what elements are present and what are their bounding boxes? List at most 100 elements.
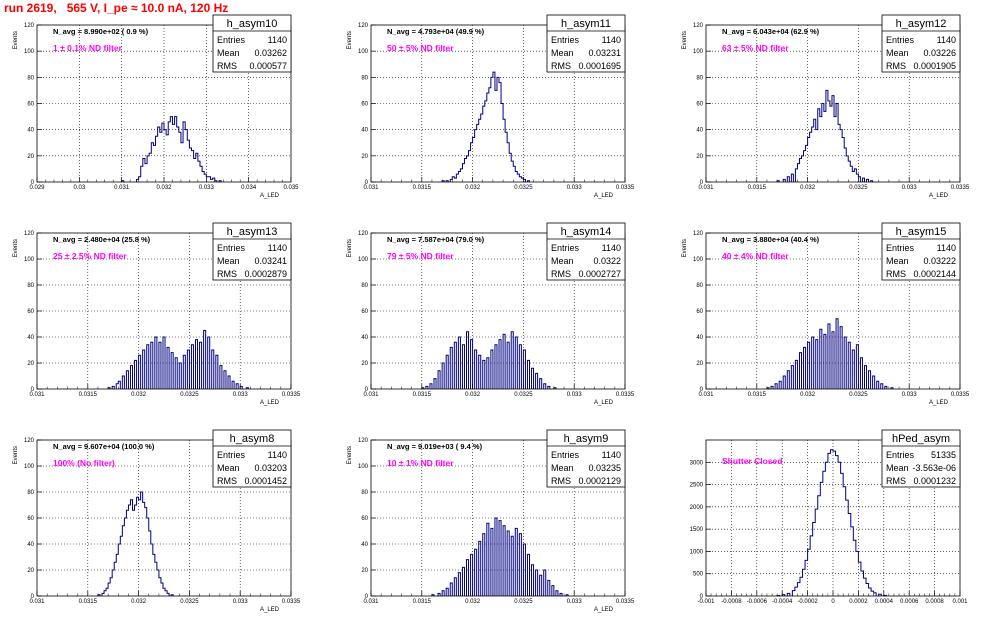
stats-box — [881, 14, 961, 73]
histogram-bin — [483, 106, 485, 182]
x-tick-label: 0.031 — [29, 392, 45, 398]
histogram-bin — [189, 148, 191, 182]
x-tick-label: 0.031 — [363, 599, 379, 605]
x-axis-title: A_LED — [594, 193, 614, 199]
y-tick-label: 40 — [27, 335, 34, 341]
y-axis-title: Events — [13, 446, 19, 464]
x-tick-label: 0.0335 — [616, 392, 635, 398]
histogram-bin — [477, 124, 479, 182]
histogram-name: h_asym12 — [896, 18, 947, 30]
x-tick-label: 0.0325 — [180, 392, 199, 398]
x-tick-label: 0.0315 — [79, 599, 98, 605]
y-tick-label: 60 — [27, 102, 34, 108]
y-tick-label: 40 — [361, 542, 368, 548]
histogram-bin — [172, 124, 174, 182]
navg-label: N_avg = 2.480e+04 (25.8 %) — [53, 235, 151, 244]
stats-label: Mean — [217, 463, 240, 473]
y-tick-label: 20 — [361, 154, 368, 160]
histogram-bin — [481, 114, 483, 182]
histogram-bin — [135, 505, 137, 596]
histogram-bin — [820, 482, 823, 596]
histogram-bin — [133, 510, 135, 596]
y-tick-label: 100 — [24, 49, 35, 55]
panel-h_asym8: 0.031 0.0315 0.032 0.0325 0.033 0.0335 0 20 40 60… — [13, 429, 301, 613]
x-tick-label: 0.031 — [29, 599, 45, 605]
y-axis-title: Events — [13, 239, 19, 257]
x-axis-title: A_LED — [929, 193, 949, 199]
histogram-bin — [194, 158, 196, 182]
stats-label: RMS — [217, 476, 237, 486]
x-axis-title: A_LED — [260, 607, 280, 613]
y-tick-label: 60 — [361, 309, 368, 315]
x-tick-label: 0.031 — [114, 185, 130, 191]
y-tick-label: 20 — [361, 568, 368, 574]
histogram-bin — [828, 101, 830, 182]
x-tick-label: -0.0006 — [747, 599, 768, 605]
histogram-bin — [836, 456, 839, 596]
x-tick-label: 0.0006 — [900, 599, 919, 605]
y-tick-label: 60 — [361, 102, 368, 108]
stats-value: 0.0322 — [593, 256, 621, 266]
stats-value: 0.0002727 — [578, 269, 621, 279]
histogram-bin — [139, 500, 141, 596]
stats-label: Entries — [886, 450, 915, 460]
y-tick-label: 120 — [24, 231, 35, 237]
y-tick-label: 40 — [696, 128, 703, 134]
y-axis-title: Events — [682, 31, 688, 49]
y-tick-label: 20 — [27, 361, 34, 367]
stats-label: Entries — [551, 450, 580, 460]
stats-value: 0.0001232 — [913, 476, 956, 486]
stats-value: 0.03222 — [923, 256, 956, 266]
x-tick-label: 0.0315 — [413, 392, 432, 398]
x-tick-label: 0.035 — [283, 185, 299, 191]
y-tick-label: 0 — [700, 387, 704, 393]
x-tick-label: 0.033 — [902, 392, 918, 398]
histogram-bin — [126, 510, 128, 596]
y-tick-label: 60 — [696, 309, 703, 315]
panel-h_asym10: 0.029 0.03 0.031 0.032 0.033 0.034 0.035 0 20 40 6… — [13, 14, 299, 199]
stats-label: Mean — [217, 48, 240, 58]
histogram-bin — [487, 93, 489, 182]
x-tick-label: 0.0325 — [514, 599, 533, 605]
filter-annotation: 10 ± 1% ND filter — [387, 458, 454, 468]
stats-value: 0.000577 — [249, 61, 287, 71]
x-axis-title: A_LED — [594, 400, 614, 406]
y-tick-label: 40 — [696, 335, 703, 341]
stats-box — [212, 222, 292, 281]
y-tick-label: 100 — [358, 49, 369, 55]
stats-value: 0.0001905 — [913, 61, 956, 71]
histogram-bin — [143, 502, 145, 596]
y-tick-label: 120 — [358, 23, 369, 29]
stats-value: 1140 — [602, 35, 621, 45]
x-tick-label: 0.034 — [241, 185, 257, 191]
y-tick-label: 500 — [693, 572, 704, 578]
x-tick-label: 0.032 — [465, 599, 481, 605]
x-tick-label: -0.001 — [697, 599, 715, 605]
y-tick-label: 0 — [365, 180, 369, 186]
stats-value: 0.03262 — [254, 48, 287, 58]
histogram-bin — [145, 508, 147, 596]
x-tick-label: 0.033 — [199, 185, 215, 191]
stats-label: Mean — [551, 256, 574, 266]
y-tick-label: 3000 — [690, 460, 704, 466]
stats-value: 0.0002144 — [913, 269, 956, 279]
y-tick-label: 0 — [31, 594, 35, 600]
x-tick-label: 0.031 — [363, 185, 379, 191]
stats-label: RMS — [217, 269, 237, 279]
y-tick-label: 60 — [361, 516, 368, 522]
stats-label: RMS — [217, 61, 237, 71]
histogram-bin — [495, 90, 497, 182]
stats-value: 0.03235 — [588, 463, 621, 473]
histogram-bin — [810, 132, 812, 182]
x-tick-label: 0.031 — [698, 185, 714, 191]
filter-annotation: Shutter Closed — [722, 456, 782, 466]
stats-value: 0.0001452 — [244, 476, 287, 486]
filter-annotation: 79 ± 5% ND filter — [387, 251, 454, 261]
y-tick-label: 120 — [693, 23, 704, 29]
histogram-bin — [834, 117, 836, 182]
stats-value: 0.03231 — [588, 48, 621, 58]
x-tick-label: 0.031 — [698, 392, 714, 398]
stats-box — [546, 222, 626, 281]
x-tick-label: 0.0325 — [180, 599, 199, 605]
x-tick-label: 0.0335 — [282, 599, 301, 605]
